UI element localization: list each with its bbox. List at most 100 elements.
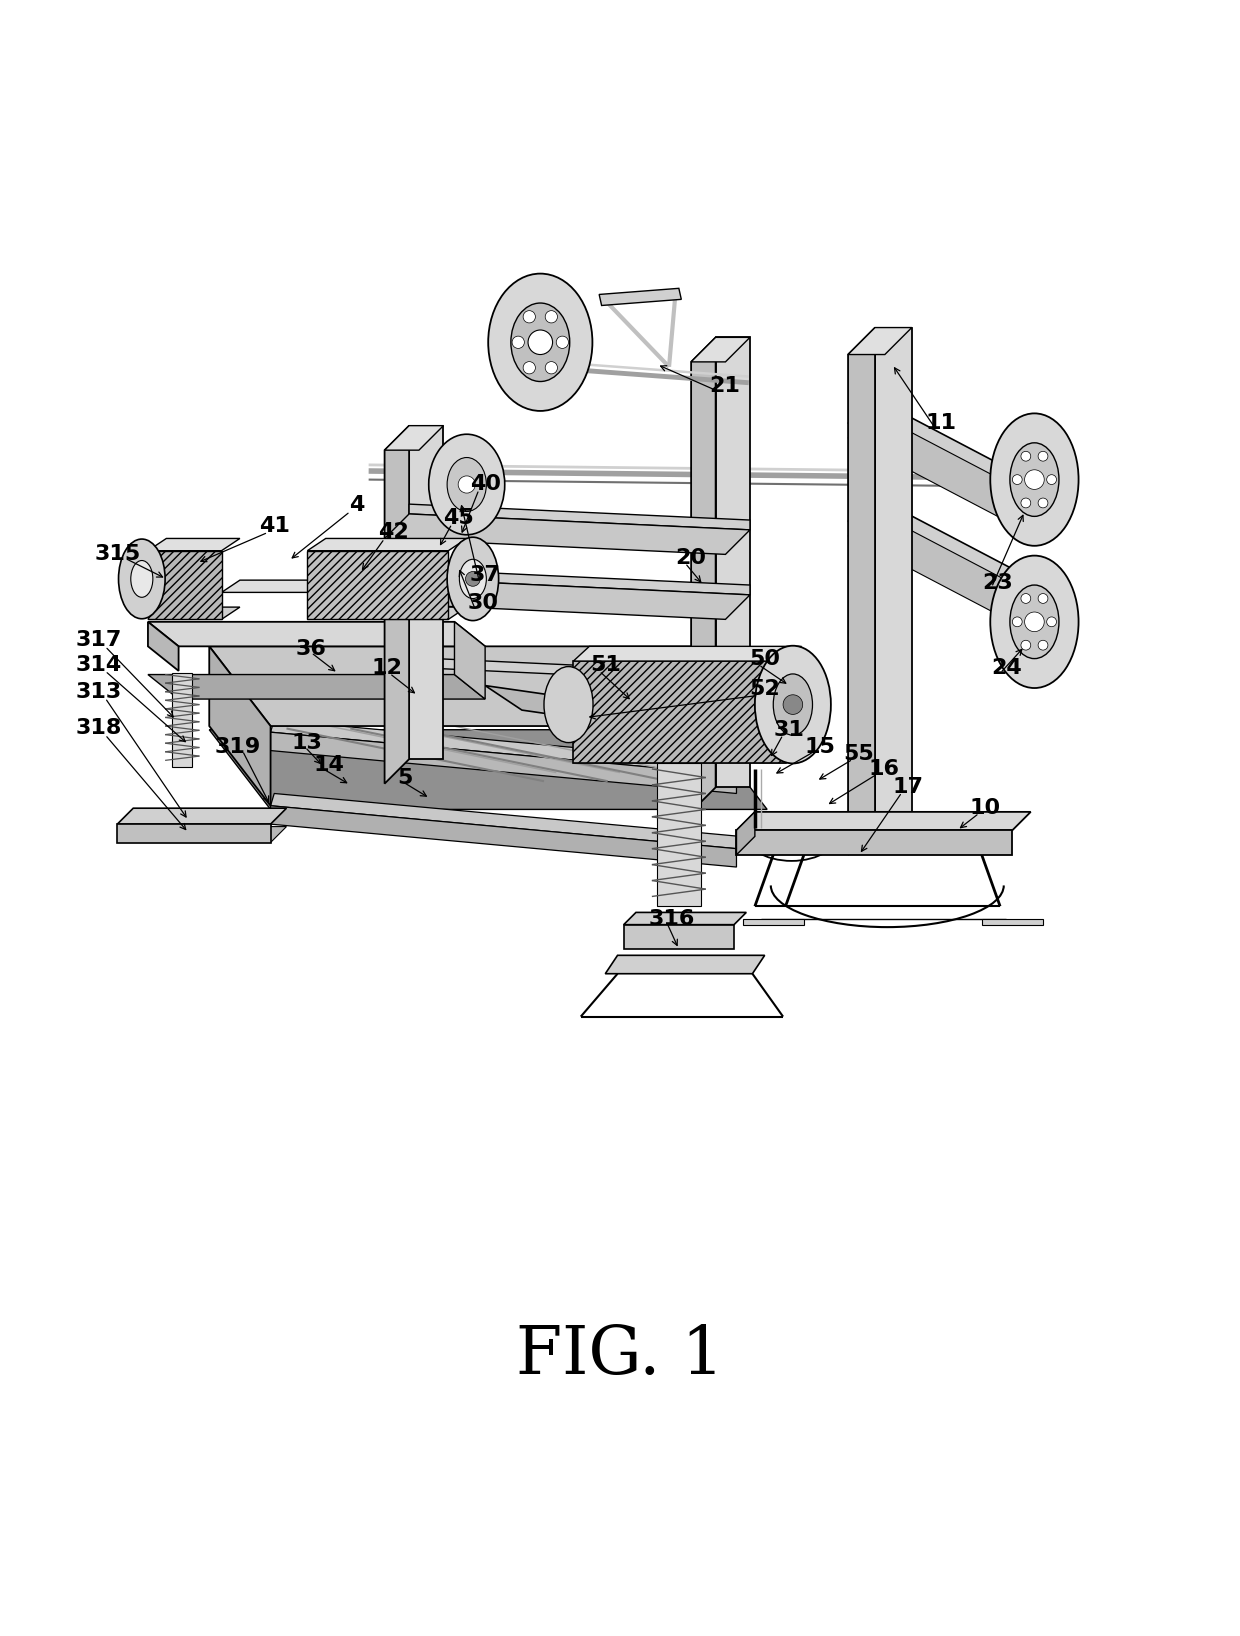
Polygon shape	[875, 327, 911, 828]
Text: 318: 318	[76, 718, 122, 738]
Polygon shape	[270, 733, 737, 793]
Polygon shape	[148, 538, 239, 551]
Polygon shape	[409, 425, 444, 759]
Text: 16: 16	[868, 759, 899, 779]
Polygon shape	[485, 685, 804, 751]
Text: 317: 317	[76, 630, 122, 649]
Polygon shape	[148, 674, 485, 699]
Circle shape	[1038, 594, 1048, 604]
Text: 23: 23	[982, 573, 1013, 592]
Text: 314: 314	[76, 654, 122, 674]
Polygon shape	[409, 569, 750, 596]
Circle shape	[784, 695, 802, 715]
Text: 20: 20	[676, 548, 707, 568]
Polygon shape	[737, 811, 755, 854]
Ellipse shape	[544, 666, 593, 743]
Polygon shape	[270, 793, 740, 849]
Polygon shape	[848, 512, 1024, 615]
Circle shape	[1038, 640, 1048, 649]
Polygon shape	[624, 924, 734, 949]
Polygon shape	[715, 337, 750, 787]
Text: FIG. 1: FIG. 1	[516, 1322, 724, 1387]
Ellipse shape	[448, 537, 498, 620]
Circle shape	[523, 311, 536, 322]
Polygon shape	[409, 658, 750, 684]
Polygon shape	[848, 497, 1024, 600]
Polygon shape	[210, 730, 768, 810]
Circle shape	[1021, 640, 1030, 649]
Text: 51: 51	[590, 654, 621, 674]
Ellipse shape	[130, 561, 153, 597]
Text: 319: 319	[215, 736, 260, 757]
Text: 21: 21	[709, 376, 739, 396]
Text: 31: 31	[774, 720, 805, 739]
Circle shape	[1021, 452, 1030, 461]
Polygon shape	[384, 425, 409, 784]
Polygon shape	[148, 622, 485, 646]
Polygon shape	[384, 514, 750, 555]
Text: 42: 42	[378, 522, 408, 542]
Text: 50: 50	[749, 648, 780, 669]
Polygon shape	[118, 808, 286, 825]
Ellipse shape	[429, 434, 505, 535]
Circle shape	[1021, 594, 1030, 604]
Text: 10: 10	[970, 798, 1001, 818]
Text: 55: 55	[843, 744, 874, 764]
Polygon shape	[222, 581, 326, 592]
Polygon shape	[573, 646, 801, 661]
Text: 14: 14	[314, 756, 345, 775]
Circle shape	[465, 571, 480, 586]
Text: 15: 15	[805, 736, 836, 757]
Polygon shape	[657, 762, 701, 906]
Polygon shape	[455, 622, 485, 699]
Text: 4: 4	[348, 496, 365, 515]
Circle shape	[546, 311, 558, 322]
Polygon shape	[384, 579, 750, 620]
Circle shape	[1024, 470, 1044, 489]
Text: 24: 24	[991, 658, 1022, 679]
Polygon shape	[691, 337, 750, 362]
Circle shape	[1021, 497, 1030, 507]
Ellipse shape	[448, 458, 486, 512]
Text: 37: 37	[470, 564, 501, 586]
Ellipse shape	[459, 560, 486, 599]
Polygon shape	[605, 955, 765, 973]
Text: 41: 41	[259, 517, 290, 537]
Ellipse shape	[1009, 443, 1059, 517]
Text: 40: 40	[470, 474, 501, 494]
Ellipse shape	[991, 556, 1079, 689]
Polygon shape	[573, 748, 801, 762]
Ellipse shape	[1009, 586, 1059, 659]
Circle shape	[528, 330, 553, 355]
Text: 313: 313	[76, 682, 122, 702]
Circle shape	[1024, 612, 1044, 631]
Polygon shape	[982, 918, 1043, 924]
Polygon shape	[210, 646, 768, 726]
Polygon shape	[409, 504, 750, 530]
Text: 315: 315	[94, 545, 140, 564]
Text: 316: 316	[649, 908, 694, 929]
Polygon shape	[848, 399, 1024, 502]
Polygon shape	[148, 622, 179, 671]
Polygon shape	[172, 674, 192, 767]
Polygon shape	[573, 661, 785, 762]
Text: 17: 17	[893, 777, 924, 797]
Polygon shape	[270, 720, 740, 775]
Polygon shape	[308, 538, 466, 551]
Text: 12: 12	[372, 658, 403, 679]
Circle shape	[1012, 474, 1022, 484]
Circle shape	[512, 335, 525, 348]
Polygon shape	[210, 646, 270, 807]
Polygon shape	[624, 913, 746, 924]
Ellipse shape	[755, 646, 831, 764]
Polygon shape	[384, 425, 444, 450]
Text: 52: 52	[749, 679, 780, 699]
Polygon shape	[270, 807, 737, 867]
Circle shape	[1038, 497, 1048, 507]
Circle shape	[1047, 617, 1056, 627]
Polygon shape	[308, 607, 466, 620]
Polygon shape	[737, 829, 1012, 854]
Polygon shape	[848, 414, 1024, 517]
Polygon shape	[737, 811, 1030, 829]
Text: 13: 13	[291, 733, 322, 753]
